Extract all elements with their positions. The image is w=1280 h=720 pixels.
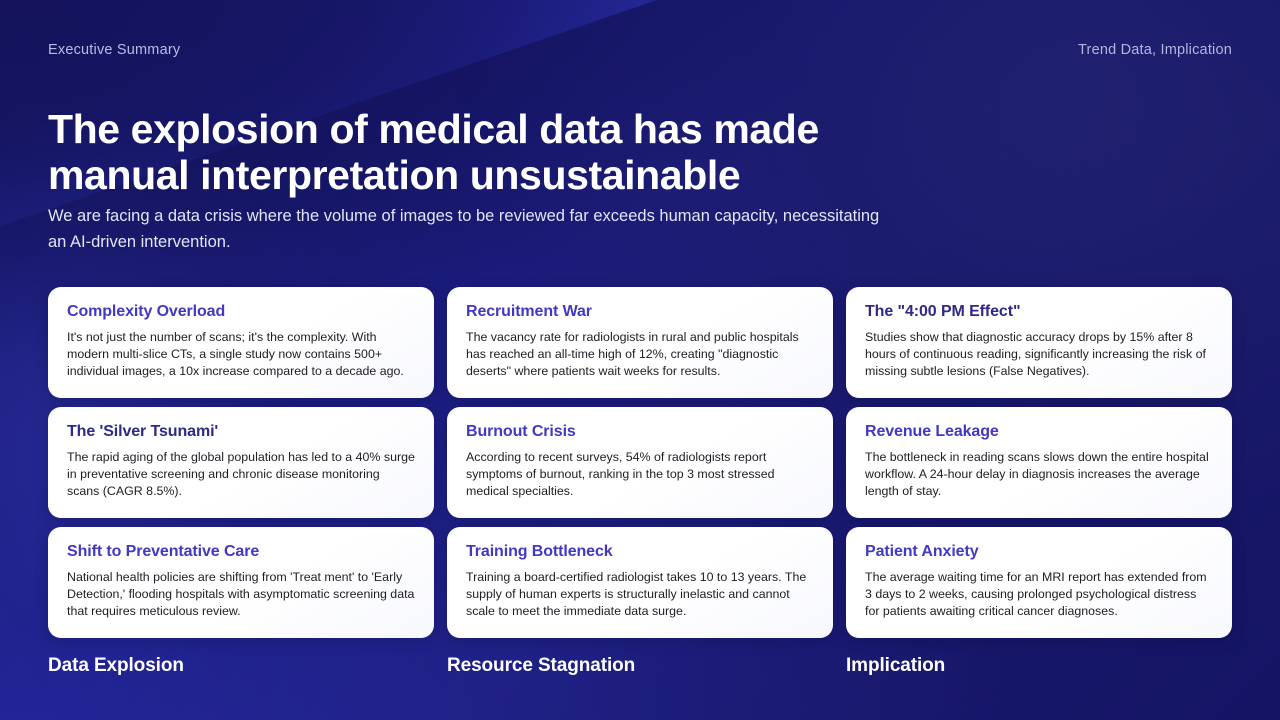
- card-body: The rapid aging of the global population…: [67, 450, 415, 498]
- page-title: The explosion of medical data has made m…: [48, 106, 819, 199]
- card-title: Complexity Overload: [67, 303, 226, 320]
- card-burnout-crisis: Burnout Crisis According to recent surve…: [447, 407, 833, 518]
- eyebrow-left: Executive Summary: [48, 42, 181, 58]
- eyebrow-row: Executive Summary Trend Data, Implicatio…: [48, 42, 1232, 58]
- column-label-data-explosion: Data Explosion: [48, 655, 184, 676]
- card-complexity-overload: Complexity Overload It's not just the nu…: [48, 287, 434, 398]
- card-body: National health policies are shifting fr…: [67, 570, 415, 618]
- card-title: The "4:00 PM Effect": [865, 303, 1021, 320]
- card-body: The bottleneck in reading scans slows do…: [865, 450, 1209, 498]
- card-grid: Complexity Overload It's not just the nu…: [48, 287, 1232, 638]
- card-title: Revenue Leakage: [865, 423, 999, 440]
- card-shift-to-preventative-care: Shift to Preventative Care National heal…: [48, 527, 434, 638]
- card-title: Shift to Preventative Care: [67, 543, 260, 560]
- card-body: It's not just the number of scans; it's …: [67, 330, 404, 378]
- eyebrow-right: Trend Data, Implication: [1078, 42, 1232, 58]
- card-body: According to recent surveys, 54% of radi…: [466, 450, 775, 498]
- column-label-resource-stagnation: Resource Stagnation: [447, 655, 636, 676]
- column-label-implication: Implication: [846, 655, 946, 676]
- card-title: Patient Anxiety: [865, 543, 979, 560]
- card-title: Recruitment War: [466, 303, 592, 320]
- card-body: Training a board-certified radiologist t…: [466, 570, 807, 618]
- card-recruitment-war: Recruitment War The vacancy rate for rad…: [447, 287, 833, 398]
- card-title: Training Bottleneck: [466, 543, 613, 560]
- card-revenue-leakage: Revenue Leakage The bottleneck in readin…: [846, 407, 1232, 518]
- card-training-bottleneck: Training Bottleneck Training a board-cer…: [447, 527, 833, 638]
- card-4pm-effect: The "4:00 PM Effect" Studies show that d…: [846, 287, 1232, 398]
- card-silver-tsunami: The 'Silver Tsunami' The rapid aging of …: [48, 407, 434, 518]
- card-patient-anxiety: Patient Anxiety The average waiting time…: [846, 527, 1232, 638]
- card-body: The vacancy rate for radiologists in rur…: [466, 330, 799, 378]
- column-labels-row: Data Explosion Resource Stagnation Impli…: [48, 655, 1232, 677]
- page-subtitle: We are facing a data crisis where the vo…: [48, 206, 880, 251]
- card-body: Studies show that diagnostic accuracy dr…: [865, 330, 1206, 378]
- card-body: The average waiting time for an MRI repo…: [865, 570, 1207, 618]
- card-title: The 'Silver Tsunami': [67, 423, 219, 440]
- card-title: Burnout Crisis: [466, 423, 576, 440]
